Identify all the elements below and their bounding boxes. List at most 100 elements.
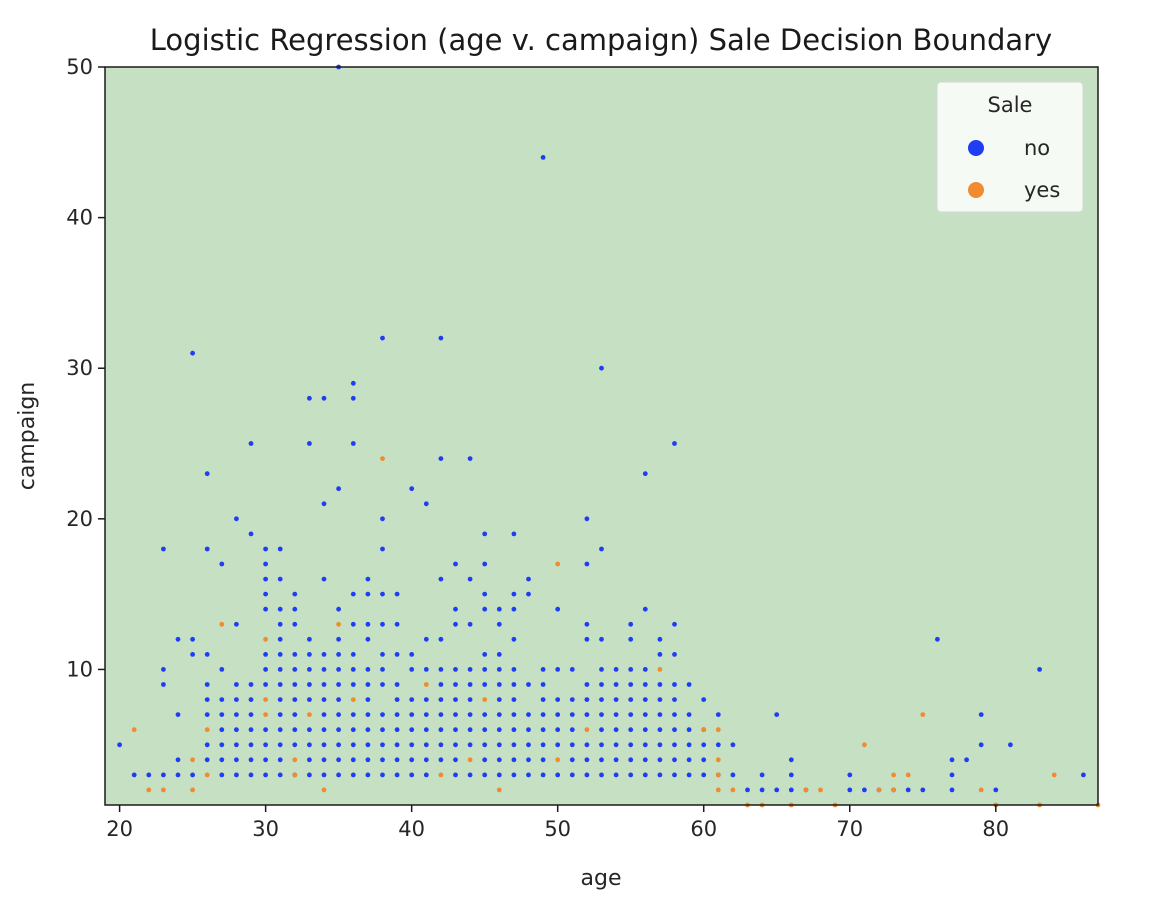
point-no — [350, 727, 356, 733]
point-no — [234, 772, 239, 778]
point-yes — [292, 772, 298, 778]
point-no — [438, 712, 444, 717]
point-no — [482, 591, 488, 597]
point-no — [336, 486, 341, 492]
point-no — [453, 682, 458, 687]
point-no — [613, 772, 619, 778]
point-no — [365, 621, 371, 627]
point-no — [292, 727, 298, 733]
point-no — [701, 772, 707, 778]
point-no — [642, 606, 648, 612]
point-no — [307, 652, 312, 657]
point-no — [350, 667, 356, 672]
point-no — [672, 742, 677, 748]
point-no — [482, 742, 488, 748]
point-no — [234, 742, 239, 748]
point-no — [584, 621, 590, 627]
point-yes — [803, 787, 809, 793]
point-yes — [920, 712, 926, 717]
point-no — [380, 652, 385, 657]
point-no — [190, 652, 196, 657]
point-no — [467, 742, 473, 748]
point-no — [701, 697, 707, 702]
point-no — [380, 727, 385, 733]
point-no — [350, 742, 356, 748]
point-no — [1081, 772, 1086, 778]
point-no — [642, 772, 648, 778]
point-no — [350, 682, 356, 687]
point-no — [686, 712, 692, 717]
point-no — [526, 712, 531, 717]
point-no — [686, 742, 692, 748]
x-tick-label: 20 — [106, 817, 133, 841]
point-no — [409, 757, 415, 763]
point-no — [745, 787, 750, 793]
point-no — [321, 576, 327, 582]
point-no — [511, 531, 517, 537]
point-no — [277, 636, 283, 642]
point-no — [131, 772, 137, 778]
y-tick-label: 30 — [66, 356, 93, 380]
point-no — [204, 697, 210, 702]
point-no — [496, 667, 502, 672]
point-no — [511, 591, 517, 597]
x-tick-label: 60 — [690, 817, 717, 841]
point-no — [555, 727, 561, 733]
point-no — [175, 772, 181, 778]
point-no — [263, 772, 268, 778]
point-yes — [657, 667, 663, 672]
point-no — [540, 727, 546, 733]
point-no — [263, 667, 268, 672]
point-no — [482, 712, 488, 717]
point-yes — [1051, 772, 1057, 778]
point-no — [657, 772, 663, 778]
point-no — [496, 727, 502, 733]
point-no — [599, 636, 604, 642]
point-no — [336, 742, 341, 748]
point-no — [453, 621, 458, 627]
point-no — [642, 697, 648, 702]
point-no — [672, 772, 677, 778]
point-yes — [978, 787, 984, 793]
point-no — [613, 727, 619, 733]
point-no — [365, 576, 371, 582]
point-yes — [146, 787, 152, 793]
point-no — [190, 636, 196, 642]
point-no — [263, 742, 268, 748]
point-yes — [715, 757, 721, 763]
point-no — [599, 742, 604, 748]
point-no — [540, 697, 546, 702]
point-no — [219, 712, 225, 717]
point-yes — [862, 742, 867, 748]
point-no — [394, 697, 400, 702]
x-tick-label: 50 — [544, 817, 571, 841]
point-no — [175, 712, 181, 717]
point-no — [409, 667, 415, 672]
point-no — [701, 757, 707, 763]
x-axis-ticks: 20 30 40 50 60 70 80 — [106, 805, 1009, 841]
point-no — [526, 772, 531, 778]
point-no — [248, 742, 254, 748]
point-no — [263, 591, 268, 597]
point-no — [219, 772, 225, 778]
point-no — [307, 697, 312, 702]
point-no — [540, 772, 546, 778]
point-no — [307, 757, 312, 763]
point-no — [234, 682, 239, 687]
point-no — [277, 667, 283, 672]
point-no — [467, 712, 473, 717]
point-no — [686, 682, 692, 687]
point-yes — [292, 757, 298, 763]
point-yes — [423, 682, 429, 687]
point-no — [204, 682, 210, 687]
point-no — [204, 757, 210, 763]
point-no — [467, 697, 473, 702]
point-no — [496, 757, 502, 763]
point-no — [569, 727, 575, 733]
point-no — [321, 697, 327, 702]
point-no — [555, 697, 561, 702]
point-no — [248, 757, 254, 763]
point-no — [423, 727, 429, 733]
point-yes — [438, 772, 444, 778]
